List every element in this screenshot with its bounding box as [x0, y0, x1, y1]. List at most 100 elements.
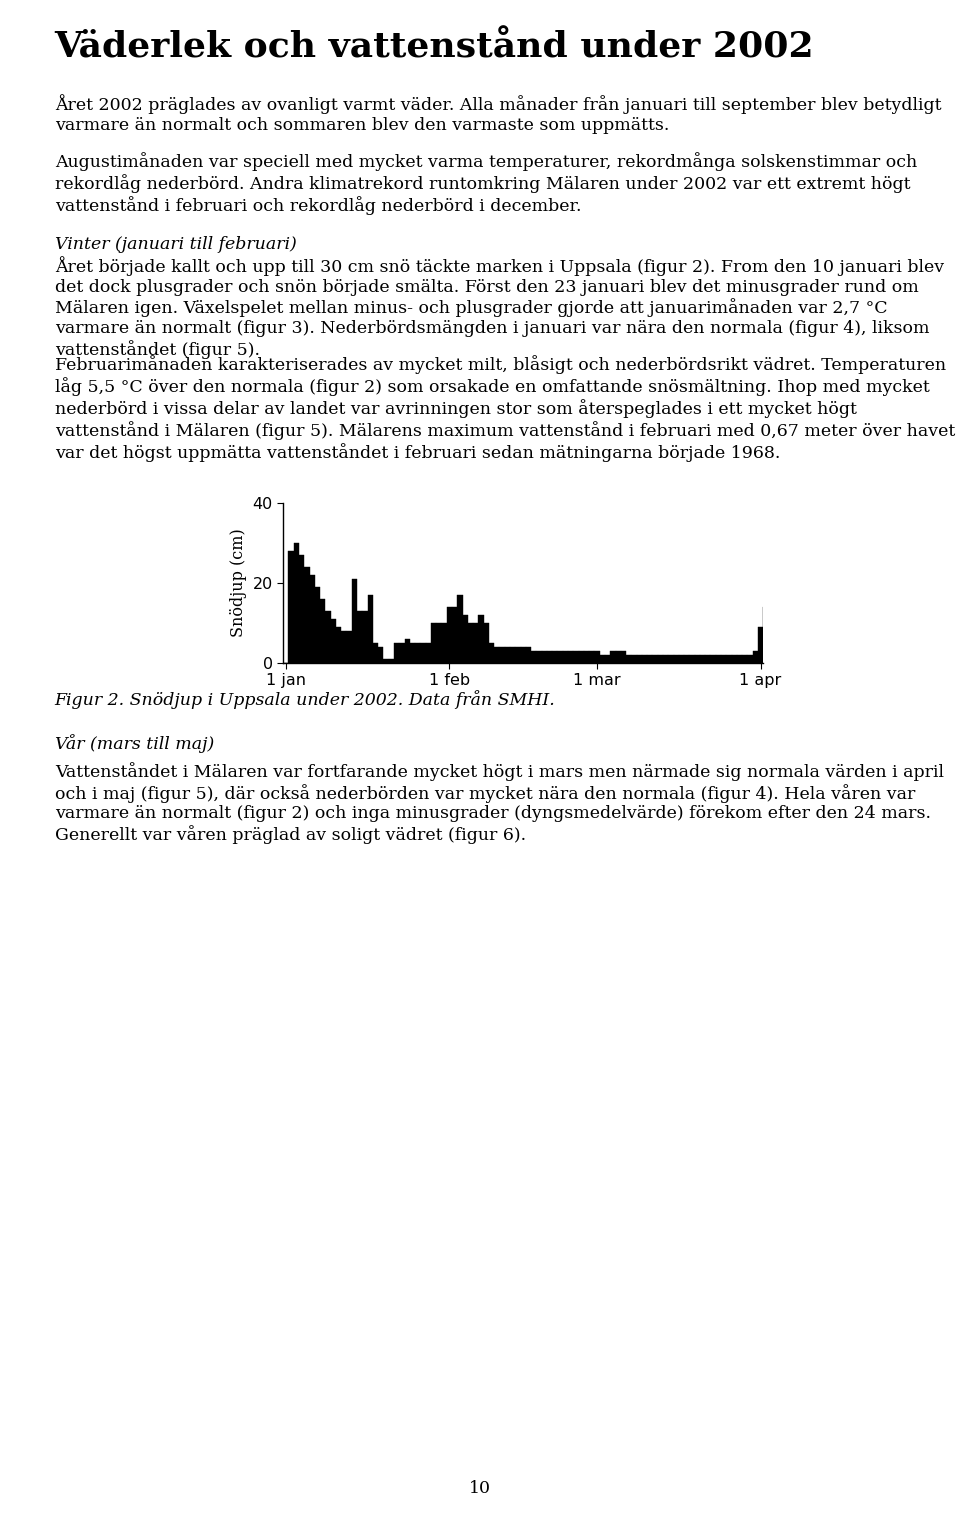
Bar: [795, 604, 800, 663]
Bar: [431, 623, 436, 663]
Bar: [457, 594, 463, 663]
Bar: [389, 658, 394, 663]
Bar: [852, 587, 858, 663]
Bar: [399, 643, 404, 663]
Bar: [958, 651, 960, 663]
Bar: [710, 655, 716, 663]
Bar: [858, 587, 863, 663]
Bar: [716, 655, 721, 663]
Text: Väderlek och vattenstånd under 2002: Väderlek och vattenstånd under 2002: [55, 30, 814, 64]
Bar: [679, 655, 684, 663]
Bar: [621, 651, 626, 663]
Bar: [842, 579, 848, 663]
Bar: [505, 648, 510, 663]
Bar: [784, 604, 789, 663]
Bar: [568, 651, 573, 663]
Bar: [489, 643, 494, 663]
Bar: [800, 599, 805, 663]
Bar: [748, 655, 753, 663]
Bar: [922, 651, 926, 663]
Bar: [774, 594, 779, 663]
Bar: [309, 575, 315, 663]
Bar: [706, 655, 710, 663]
Bar: [436, 623, 442, 663]
Bar: [848, 587, 852, 663]
Bar: [763, 607, 768, 663]
Bar: [953, 651, 958, 663]
Bar: [362, 611, 368, 663]
Bar: [383, 658, 389, 663]
Bar: [531, 651, 537, 663]
Bar: [320, 599, 325, 663]
Bar: [563, 651, 568, 663]
Text: 10: 10: [469, 1480, 491, 1497]
Bar: [689, 655, 695, 663]
Bar: [415, 643, 420, 663]
Bar: [336, 626, 341, 663]
Bar: [347, 631, 351, 663]
Bar: [442, 623, 446, 663]
Bar: [879, 591, 884, 663]
Bar: [732, 655, 737, 663]
Bar: [674, 655, 679, 663]
Bar: [315, 587, 320, 663]
Bar: [753, 651, 758, 663]
Bar: [636, 655, 642, 663]
Bar: [589, 651, 594, 663]
Bar: [378, 648, 383, 663]
Bar: [558, 651, 563, 663]
Bar: [304, 567, 309, 663]
Text: Augustimånaden var speciell med mycket varma temperaturer, rekordmånga solskenst: Augustimånaden var speciell med mycket v…: [55, 152, 917, 215]
Bar: [737, 655, 742, 663]
Bar: [372, 643, 378, 663]
Bar: [520, 648, 526, 663]
Bar: [758, 626, 763, 663]
Bar: [805, 599, 810, 663]
Bar: [404, 639, 410, 663]
Bar: [341, 631, 347, 663]
Bar: [452, 607, 457, 663]
Bar: [516, 648, 520, 663]
Bar: [821, 594, 827, 663]
Bar: [632, 655, 636, 663]
Bar: [579, 651, 584, 663]
Bar: [831, 579, 837, 663]
Bar: [420, 643, 425, 663]
Bar: [768, 599, 774, 663]
Bar: [948, 651, 953, 663]
Text: Figur 2. Snödjup i Uppsala under 2002. Data från SMHI.: Figur 2. Snödjup i Uppsala under 2002. D…: [55, 690, 556, 709]
Text: Vår (mars till maj): Vår (mars till maj): [55, 735, 214, 753]
Bar: [727, 655, 732, 663]
Bar: [410, 643, 415, 663]
Bar: [425, 643, 431, 663]
Bar: [695, 655, 700, 663]
Bar: [926, 651, 932, 663]
Bar: [605, 655, 611, 663]
Bar: [863, 587, 869, 663]
Bar: [368, 594, 372, 663]
Bar: [932, 651, 937, 663]
Bar: [294, 543, 299, 663]
Y-axis label: Snödjup (cm): Snödjup (cm): [230, 529, 247, 637]
Bar: [869, 587, 874, 663]
Bar: [537, 651, 541, 663]
Bar: [299, 555, 304, 663]
Bar: [351, 579, 357, 663]
Bar: [584, 651, 589, 663]
Bar: [916, 651, 922, 663]
Bar: [663, 655, 668, 663]
Bar: [626, 655, 632, 663]
Bar: [937, 651, 943, 663]
Bar: [325, 611, 330, 663]
Bar: [647, 655, 653, 663]
Bar: [547, 651, 552, 663]
Bar: [484, 623, 489, 663]
Bar: [658, 655, 663, 663]
Bar: [884, 591, 890, 663]
Bar: [611, 651, 615, 663]
Bar: [900, 591, 905, 663]
Bar: [330, 619, 336, 663]
Bar: [594, 651, 600, 663]
Bar: [943, 651, 948, 663]
Bar: [789, 599, 795, 663]
